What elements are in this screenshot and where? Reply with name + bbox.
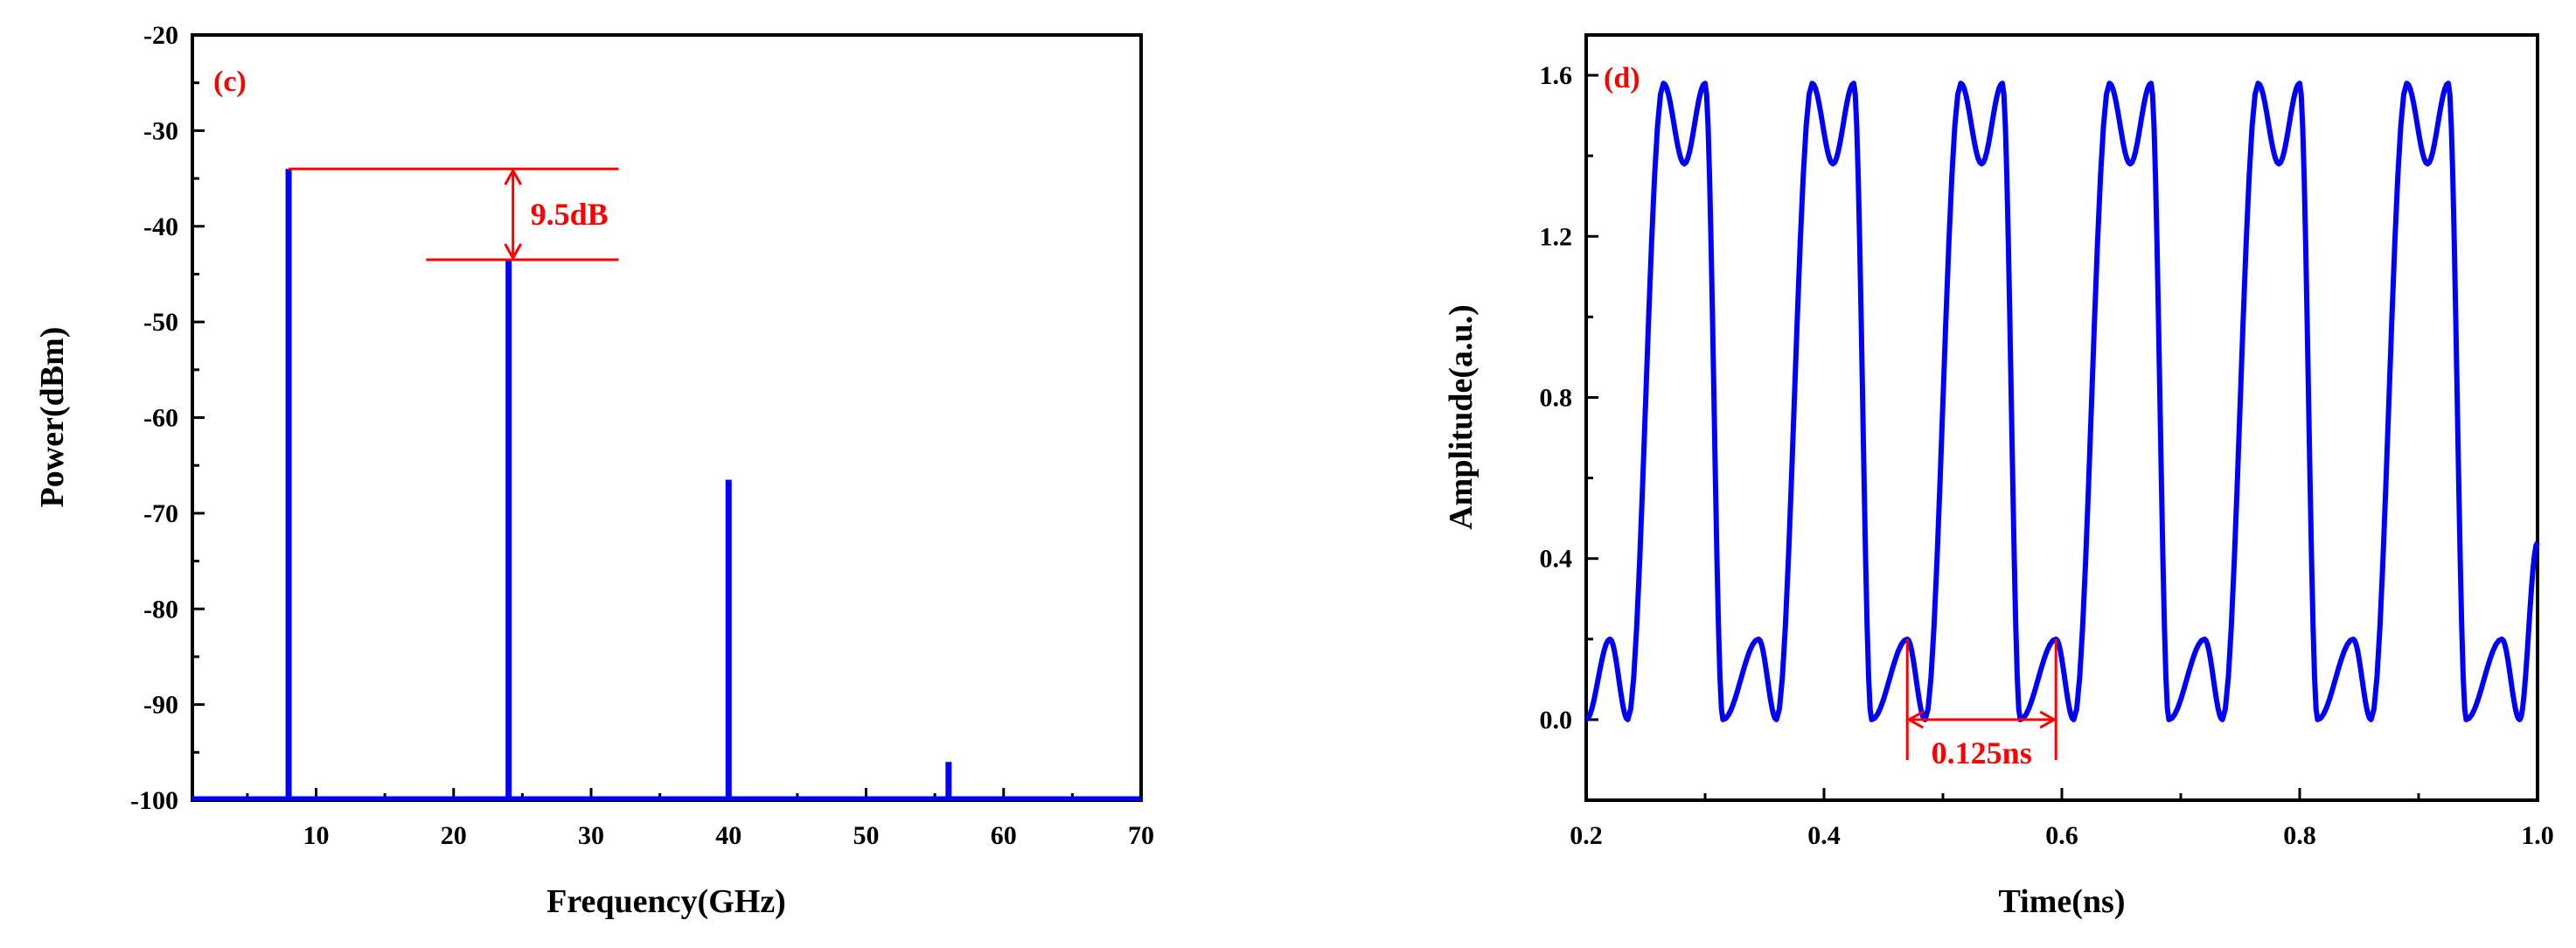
- chart-c-bar: [285, 169, 292, 800]
- chart-c-ytick-label: -20: [143, 21, 178, 50]
- chart-d-ylabel: Amplitude(a.u.): [1443, 304, 1479, 530]
- chart-d-series-line: [1584, 80, 2540, 722]
- chart-d-xtick-label: 0.2: [1570, 821, 1603, 850]
- chart-c-ytick-label: -90: [143, 691, 178, 720]
- chart-c-ytick-label: -70: [143, 499, 178, 528]
- chart-c-xtick-label: 30: [578, 821, 604, 850]
- chart-c-bar: [725, 479, 732, 800]
- chart-c-ylabel: Power(dBm): [34, 327, 71, 508]
- chart-d-ytick-label: 0.0: [1540, 706, 1573, 735]
- chart-c-panel-label: (c): [213, 66, 247, 98]
- chart-c-ytick-label: -50: [143, 308, 178, 337]
- chart-c-ytick-label: -30: [143, 116, 178, 145]
- chart-d-xtick-label: 1.0: [2521, 821, 2554, 850]
- chart-c-bar: [505, 260, 512, 800]
- chart-d-xtick-label: 0.4: [1807, 821, 1841, 850]
- chart-c: -100 -90 -80 -70 -60 -50 -40 -30 -20 10 20 30 40 50 6…: [34, 21, 1154, 920]
- chart-d: 0.00.40.81.21.6 0.2 0.4 0.6 0.8 1.0 0.125ns …: [1443, 33, 2554, 920]
- chart-c-ytick-label: -40: [143, 213, 178, 241]
- chart-d-ytick-label: 0.8: [1540, 383, 1573, 412]
- chart-c-bar: [945, 762, 952, 800]
- chart-d-ytick-label: 1.2: [1540, 222, 1573, 251]
- chart-d-xlabel: Time(ns): [1999, 883, 2126, 920]
- chart-c-xlabel: Frequency(GHz): [547, 883, 786, 920]
- chart-c-xtick-label: 10: [303, 821, 330, 850]
- chart-c-ytick-label: -80: [143, 595, 178, 624]
- chart-c-annot-arrowhead-bottom: [504, 243, 522, 261]
- chart-d-ytick-label: 1.6: [1540, 61, 1573, 90]
- chart-c-xtick-label: 20: [441, 821, 467, 850]
- chart-d-panel-label: (d): [1604, 62, 1640, 94]
- chart-d-xtick-label: 0.8: [2283, 821, 2316, 850]
- chart-d-annot-label: 0.125ns: [1932, 735, 2032, 770]
- chart-d-ytick-label: 0.4: [1540, 545, 1573, 574]
- chart-c-xtick-label: 60: [991, 821, 1017, 850]
- chart-c-xtick-label: 50: [853, 821, 880, 850]
- chart-c-xtick-label: 70: [1128, 821, 1154, 850]
- chart-d-xtick-label: 0.6: [2045, 821, 2078, 850]
- chart-c-xtick-label: 40: [715, 821, 741, 850]
- chart-c-ytick-label: -60: [143, 404, 178, 433]
- chart-c-frame: [191, 33, 1143, 802]
- chart-d-frame: [1584, 33, 2539, 802]
- chart-c-annot-arrowhead-top: [504, 168, 522, 185]
- chart-d-annot-arrowhead-right: [2039, 710, 2057, 729]
- chart-c-ytick-label: -100: [130, 786, 178, 815]
- chart-c-annot-label: 9.5dB: [531, 197, 609, 232]
- chart-d-annot-arrowhead-left: [1906, 710, 1924, 729]
